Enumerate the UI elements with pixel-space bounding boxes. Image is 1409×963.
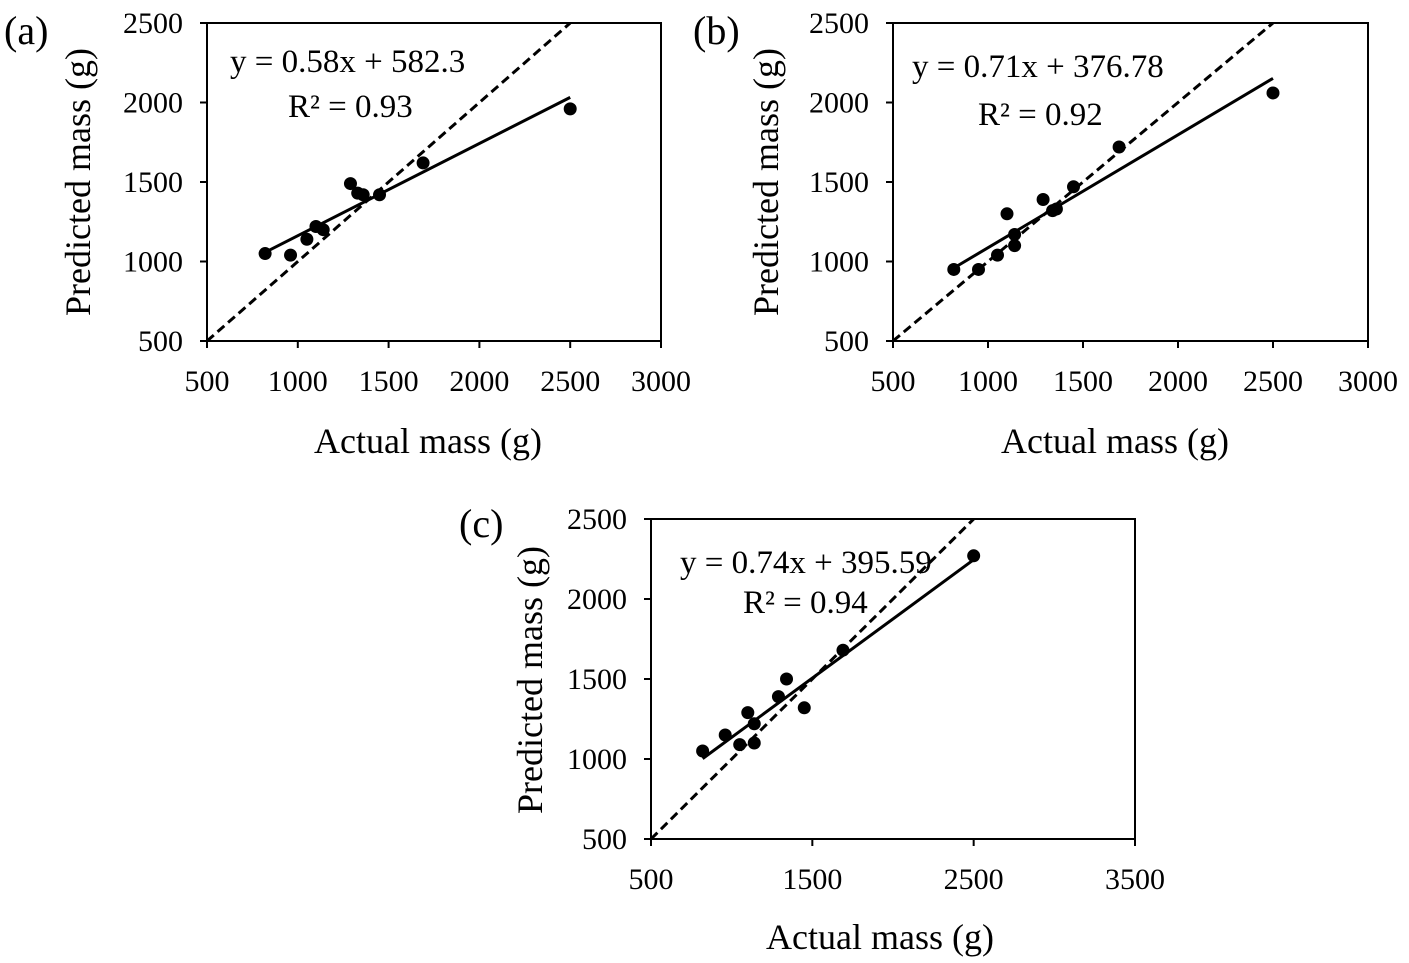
y-tick-label: 1500 xyxy=(567,663,627,696)
x-axis-title: Actual mass (g) xyxy=(766,917,994,957)
data-point xyxy=(967,549,981,563)
reference-line-1-to-1 xyxy=(207,23,572,341)
data-point xyxy=(373,188,387,202)
data-point xyxy=(258,247,272,261)
x-axis-title: Actual mass (g) xyxy=(314,421,542,461)
data-point xyxy=(300,232,314,246)
x-tick-label: 1000 xyxy=(958,365,1018,398)
data-point xyxy=(1067,180,1080,194)
panel-b: 500 1000 1500 2000 2500 3000 500 1000 1500 2000 25… xyxy=(693,7,1398,461)
y-axis-title: Predicted mass (g) xyxy=(746,48,786,316)
y-tick-label: 2500 xyxy=(567,503,627,536)
data-point xyxy=(343,177,357,191)
x-tick-label: 3500 xyxy=(1105,863,1165,896)
data-point xyxy=(1266,86,1280,100)
panel-a: 500 1000 1500 2000 2500 3000 500 1000 1500 2000 25… xyxy=(4,7,691,461)
y-tick-label: 2000 xyxy=(123,87,183,120)
data-point xyxy=(1036,192,1050,206)
y-tick-label: 1500 xyxy=(123,166,183,199)
data-point xyxy=(733,738,747,752)
data-point xyxy=(356,188,370,202)
x-tick-label: 2500 xyxy=(540,365,600,398)
y-tick-label: 500 xyxy=(582,823,627,856)
regression-line xyxy=(701,558,975,760)
data-point xyxy=(1112,140,1126,154)
regression-equation: y = 0.74x + 395.59 xyxy=(680,545,932,581)
y-tick-label: 2000 xyxy=(809,87,869,120)
y-tick-label: 1000 xyxy=(567,743,627,776)
x-axis-title: Actual mass (g) xyxy=(1001,421,1229,461)
x-tick-label: 1500 xyxy=(1053,365,1113,398)
y-tick-label: 2500 xyxy=(809,7,869,40)
y-tick-label: 500 xyxy=(138,325,183,358)
data-point xyxy=(747,717,761,731)
data-point xyxy=(1008,239,1022,253)
data-point xyxy=(1008,227,1022,241)
data-point xyxy=(718,728,732,742)
regression-line xyxy=(953,77,1274,270)
data-point xyxy=(741,706,755,720)
data-point xyxy=(780,672,794,686)
x-tick-label: 500 xyxy=(871,365,916,398)
panel-label: (c) xyxy=(459,501,503,546)
data-point xyxy=(416,156,430,170)
data-point xyxy=(991,248,1004,262)
reference-line-1-to-1 xyxy=(893,23,1274,341)
data-point xyxy=(1049,202,1063,216)
data-point xyxy=(947,262,961,276)
x-tick-label: 1500 xyxy=(782,863,842,896)
x-tick-label: 3000 xyxy=(631,365,691,398)
y-axis-title: Predicted mass (g) xyxy=(510,546,550,814)
data-point xyxy=(1000,207,1014,221)
x-tick-label: 3000 xyxy=(1338,365,1398,398)
data-point xyxy=(972,262,985,276)
data-point xyxy=(284,248,298,262)
y-axis-title: Predicted mass (g) xyxy=(58,48,98,316)
regression-equation: y = 0.71x + 376.78 xyxy=(912,49,1164,85)
r-squared-label: R² = 0.92 xyxy=(978,97,1103,133)
x-tick-label: 1000 xyxy=(268,365,328,398)
x-tick-label: 500 xyxy=(629,863,674,896)
data-point xyxy=(316,223,330,237)
data-point xyxy=(696,744,710,758)
data-point xyxy=(797,701,811,715)
x-tick-label: 1500 xyxy=(359,365,419,398)
panel-label: (a) xyxy=(4,8,48,53)
x-tick-label: 2000 xyxy=(1148,365,1208,398)
panel-c: 500 1500 2500 3500 500 1000 1500 2000 2500 y = 0.… xyxy=(459,501,1165,957)
data-point xyxy=(563,102,577,116)
x-tick-label: 2500 xyxy=(1243,365,1303,398)
y-tick-label: 1000 xyxy=(809,246,869,279)
y-tick-label: 1000 xyxy=(123,246,183,279)
data-point xyxy=(771,690,785,704)
data-point xyxy=(747,736,761,750)
r-squared-label: R² = 0.94 xyxy=(743,585,868,621)
regression-equation: y = 0.58x + 582.3 xyxy=(230,44,465,80)
data-point xyxy=(836,643,850,657)
x-tick-label: 2500 xyxy=(944,863,1004,896)
y-tick-label: 2000 xyxy=(567,583,627,616)
y-tick-label: 2500 xyxy=(123,7,183,40)
r-squared-label: R² = 0.93 xyxy=(288,89,413,125)
panel-label: (b) xyxy=(693,8,740,53)
y-tick-label: 1500 xyxy=(809,166,869,199)
x-tick-label: 2000 xyxy=(449,365,509,398)
x-tick-label: 500 xyxy=(185,365,230,398)
y-tick-label: 500 xyxy=(824,325,869,358)
